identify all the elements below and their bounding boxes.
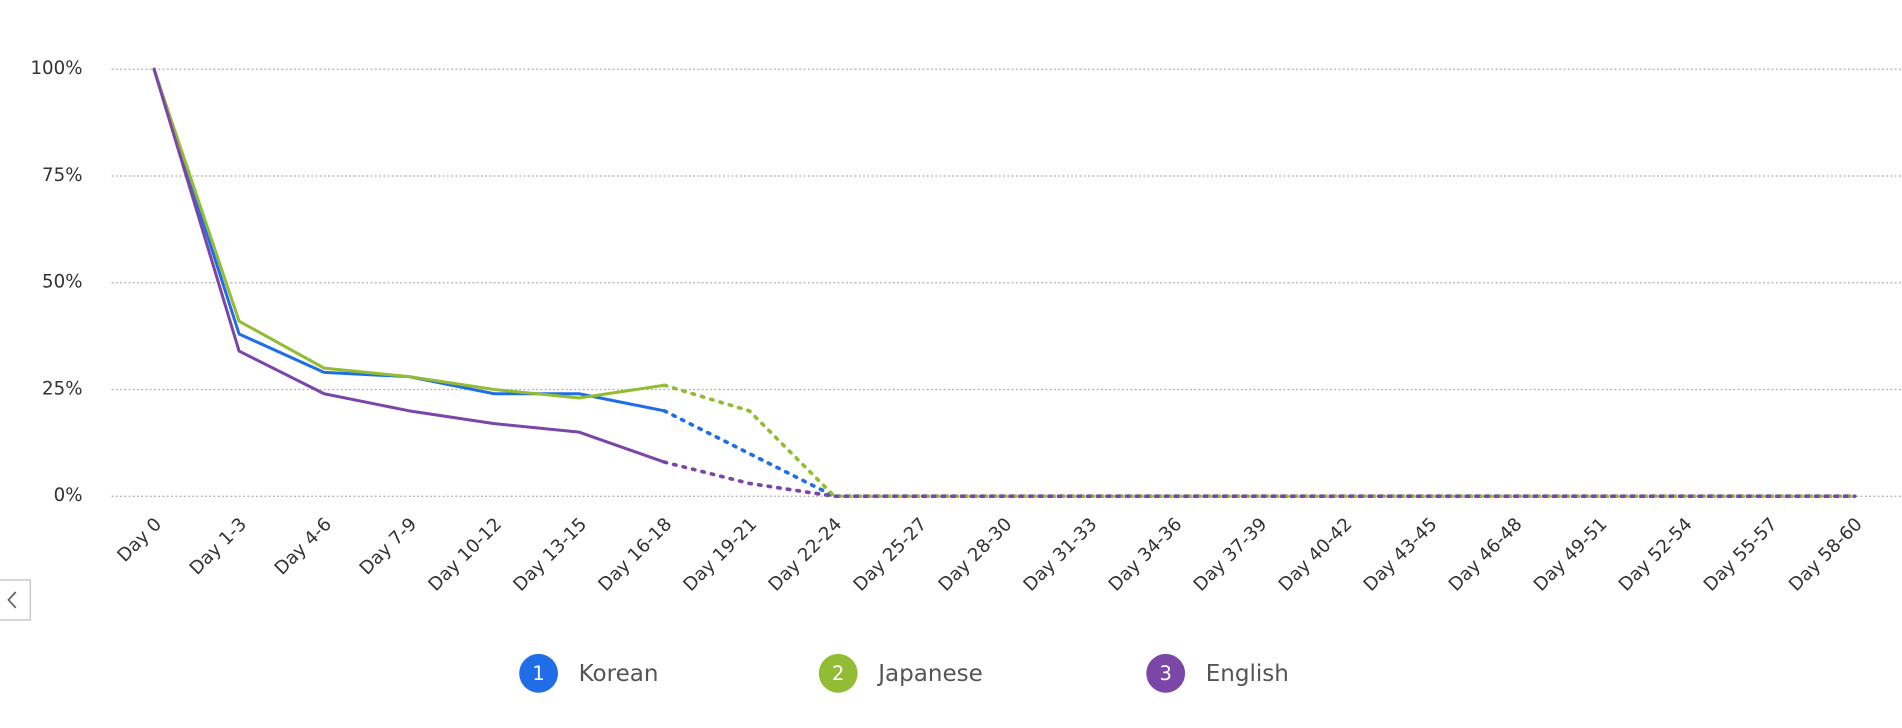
x-tick-label: Day 49-51 [1530,514,1612,596]
x-tick-label: Day 13-15 [509,514,591,596]
button-frame[interactable] [0,579,31,621]
x-tick-label: Day 25-27 [850,514,932,596]
x-tick-label: Day 58-60 [1785,514,1867,596]
x-tick-label: Day 1-3 [186,514,251,579]
x-tick-label: Day 0 [113,514,166,567]
x-tick-label: Day 34-36 [1105,514,1187,596]
legend-label: Japanese [876,661,983,687]
y-tick-label: 0% [54,485,83,506]
x-tick-label: Day 10-12 [424,514,506,596]
legend-badge-number: 2 [832,662,844,685]
legend-item: 2 Japanese [818,653,983,693]
scroll-left-button[interactable] [0,579,31,621]
y-tick-label: 100% [30,58,82,79]
x-tick-label: Day 52-54 [1615,514,1697,596]
projected-line [662,409,1857,499]
legend-badge-number: 1 [532,662,544,685]
legend-badge [1146,653,1186,693]
x-tick-label: Day 55-57 [1700,514,1782,596]
legend-badge-number: 3 [1160,662,1172,685]
solid-line [152,67,666,413]
y-tick-label: 25% [42,378,82,399]
legend-label: Korean [579,661,659,687]
x-tick-label: Day 43-45 [1360,514,1442,596]
x-tick-label: Day 31-33 [1020,514,1102,596]
x-tick-label: Day 40-42 [1275,514,1357,596]
x-tick-label: Day 28-30 [935,514,1017,596]
projected-line [662,383,1857,499]
y-tick-label: 50% [42,272,82,293]
legend-badge [519,653,558,693]
solid-line [152,67,666,464]
projected-line [662,460,1857,499]
solid-line [152,67,666,400]
legend-label: English [1206,661,1289,687]
x-tick-label: Day 46-48 [1445,514,1527,596]
y-tick-label: 75% [42,165,82,186]
legend-item: 1 Korean [519,653,659,693]
x-tick-label: Day 4-6 [271,514,336,579]
legend-item: 3 English [1146,653,1289,693]
legend-badge [818,653,858,693]
chevron-icon[interactable] [7,591,17,609]
x-tick-label: Day 19-21 [679,514,761,596]
x-tick-label: Day 37-39 [1190,514,1272,596]
x-tick-label: Day 7-9 [356,514,421,579]
x-tick-label: Day 22-24 [765,514,847,596]
x-tick-label: Day 16-18 [594,514,676,596]
